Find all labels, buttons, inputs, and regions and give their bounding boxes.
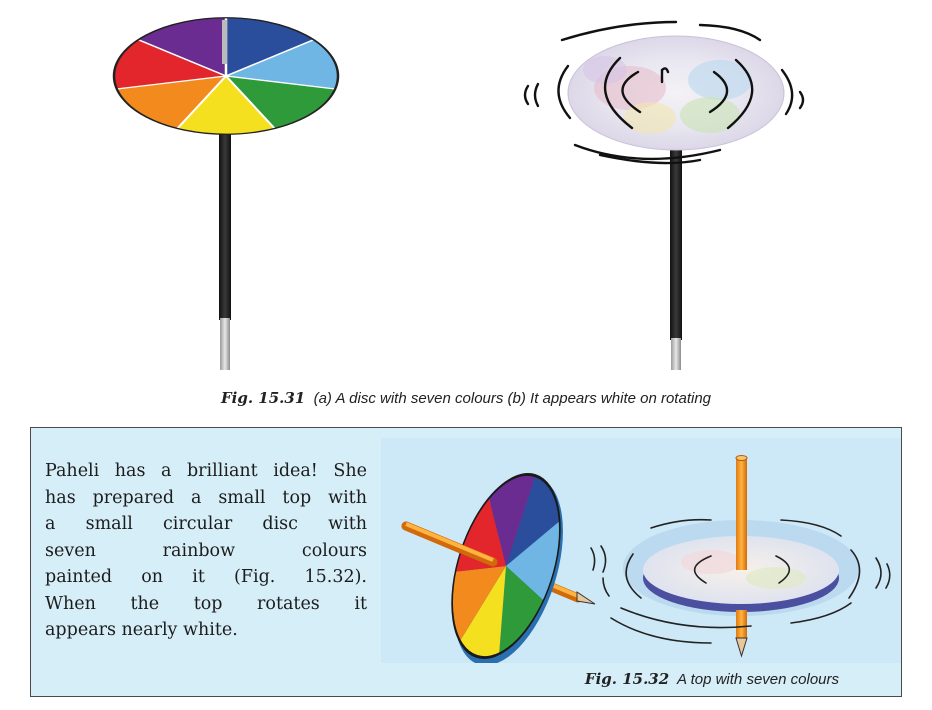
seven-colour-disc: [112, 17, 340, 370]
figure-15-31-label: Fig. 15.31: [220, 389, 306, 407]
figure-15-31-caption-text: (a) A disc with seven colours (b) It app…: [313, 390, 711, 407]
paragraph-line: appears nearly white.: [45, 620, 238, 640]
paragraph-line: has prepared a small top with: [45, 487, 367, 508]
paragraph-line: Paheli has a brilliant idea! She: [45, 461, 367, 481]
figure-15-32-caption-text: A top with seven colours: [676, 671, 839, 688]
rotating-disc-stick: [670, 92, 682, 340]
paragraph-line: seven rainbow colours: [45, 540, 367, 561]
paragraph-line: a small circular disc with: [45, 514, 367, 534]
figure-15-31-caption: Fig. 15.31 (a) A disc with seven colours…: [0, 389, 932, 407]
spinning-top: [602, 455, 891, 658]
figure-15-32-caption: Fig. 15.32 A top with seven colours: [585, 670, 839, 688]
paheli-paragraph: Paheli has a brilliant idea! She has pre…: [45, 458, 367, 644]
tilted-colour-top: [401, 473, 607, 663]
figure-15-32-label: Fig. 15.32: [584, 670, 670, 688]
rotating-white-disc: [523, 20, 805, 370]
paragraph-line: painted on it (Fig. 15.32).: [45, 567, 367, 587]
figure-15-31-illustration: [112, 17, 805, 370]
figure-15-32-illustration: [381, 438, 901, 663]
paragraph-line: When the top rotates it: [45, 593, 367, 614]
disc-stick-tip: [220, 318, 230, 370]
paheli-info-box: Paheli has a brilliant idea! She has pre…: [30, 427, 902, 697]
